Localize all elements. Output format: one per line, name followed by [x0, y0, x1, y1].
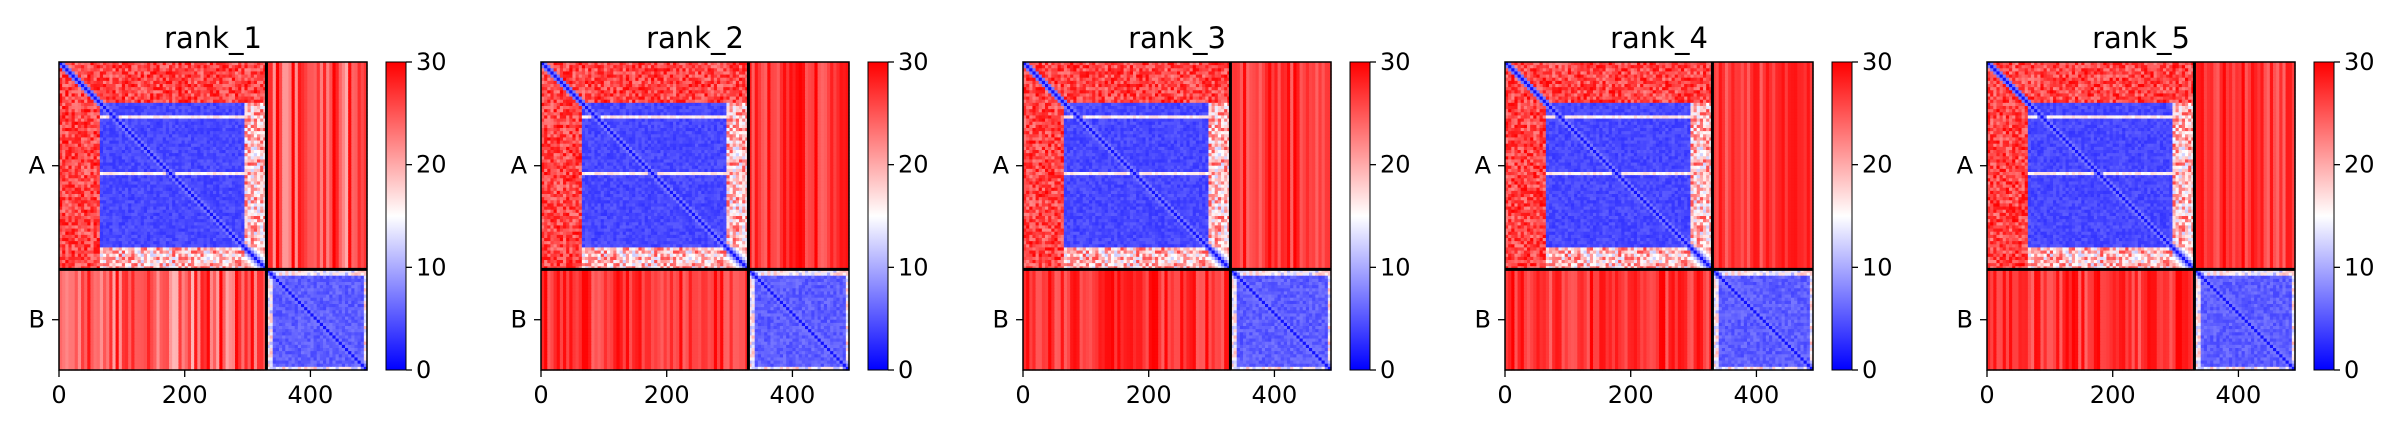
pae-heatmap	[59, 62, 368, 371]
panel-title: rank_1	[164, 21, 262, 55]
